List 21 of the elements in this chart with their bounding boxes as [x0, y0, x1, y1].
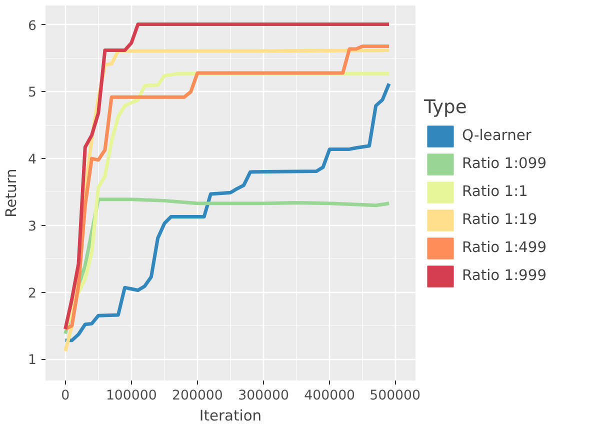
x-tick-label: 500000: [370, 388, 421, 404]
legend-label: Ratio 1:499: [462, 238, 547, 258]
x-tick-label: 400000: [304, 388, 356, 404]
legend-label: Ratio 1:099: [462, 154, 547, 174]
x-tick-label: 0: [61, 388, 70, 404]
y-tick-label: 4: [28, 152, 37, 168]
legend-label: Ratio 1:1: [462, 182, 528, 202]
x-axis-title: Iteration: [199, 408, 262, 424]
y-tick-label: 6: [28, 18, 37, 34]
y-tick-label: 1: [28, 353, 37, 368]
y-tick-label: 3: [28, 219, 37, 234]
y-axis-title: Return: [3, 168, 20, 218]
x-tick-label: 100000: [106, 388, 157, 404]
legend-label: Q-learner: [462, 126, 532, 146]
x-tick-label: 200000: [172, 388, 223, 404]
legend-label: Ratio 1:19: [462, 210, 538, 230]
x-tick-label: 300000: [238, 388, 289, 404]
y-tick-label: 2: [28, 286, 37, 302]
legend-label: Ratio 1:999: [462, 266, 547, 286]
y-tick-label: 5: [28, 86, 37, 101]
legend-title: Type: [424, 96, 468, 118]
